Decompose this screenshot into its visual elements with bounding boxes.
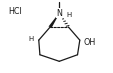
Text: H: H <box>66 12 71 18</box>
Text: H: H <box>28 36 34 42</box>
Text: N: N <box>56 9 62 18</box>
Polygon shape <box>48 13 59 27</box>
Text: HCl: HCl <box>8 7 21 16</box>
Text: OH: OH <box>83 38 95 47</box>
